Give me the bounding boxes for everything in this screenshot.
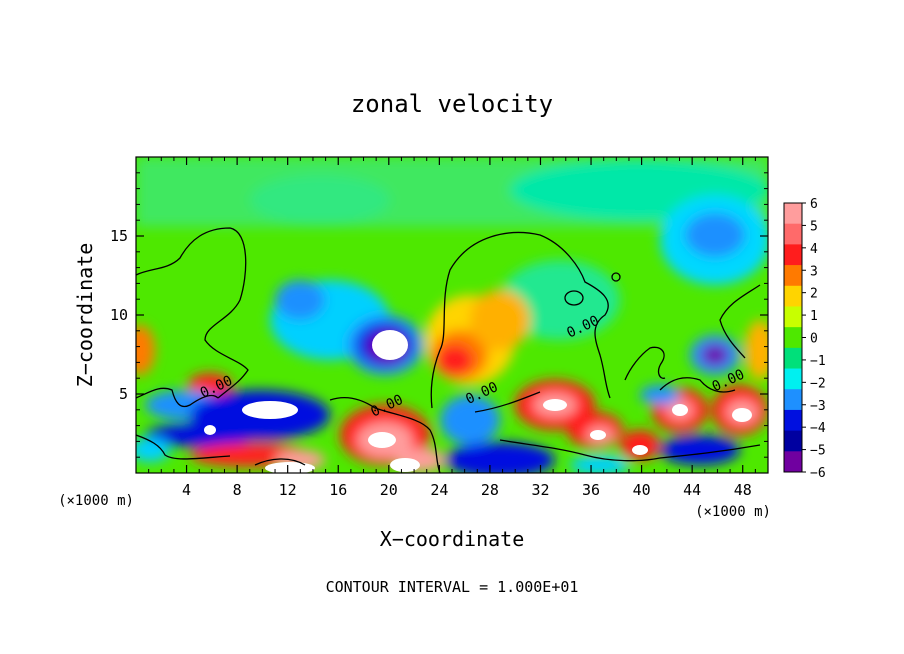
colorbar-label: −3: [810, 399, 826, 414]
x-tick-label: 28: [481, 481, 499, 499]
colorbar-label: 2: [810, 287, 818, 302]
colorbar-swatch: [784, 430, 802, 452]
colorbar: 6 5 4 3 2 1 0 −1 −2 −3 −4 −5 −6: [783, 197, 826, 481]
colorbar-label: 6: [810, 197, 818, 212]
colorbar-label: 3: [810, 264, 818, 279]
x-tick-label: 36: [582, 481, 600, 499]
x-tick-label: 4: [182, 481, 191, 499]
y-tick-label: 5: [119, 385, 128, 403]
colorbar-swatch: [784, 306, 802, 328]
colorbar-swatch: [784, 265, 802, 287]
x-axis: 4 8 12 16 20 24 28 32 36 40 44 48: [148, 157, 756, 499]
x-tick-label: 44: [683, 481, 701, 499]
y-axis-label: Z−coordinate: [73, 243, 97, 388]
colorbar-swatch: [784, 368, 802, 390]
colorbar-label: −4: [810, 421, 826, 436]
x-tick-label: 48: [734, 481, 752, 499]
x-tick-label: 12: [279, 481, 297, 499]
colorbar-swatch: [784, 244, 802, 266]
x-unit-right: (×1000 m): [695, 504, 771, 520]
y-tick-label: 10: [110, 306, 128, 324]
x-tick-label: 20: [380, 481, 398, 499]
colorbar-label: 4: [810, 242, 818, 257]
colorbar-swatch: [784, 223, 802, 245]
contour-lines: [136, 227, 761, 473]
x-tick-label: 8: [233, 481, 242, 499]
colorbar-swatch: [784, 389, 802, 411]
colorbar-label: 5: [810, 219, 818, 234]
x-tick-label: 32: [531, 481, 549, 499]
colorbar-label: 1: [810, 309, 818, 324]
colorbar-label: 0: [810, 332, 818, 347]
colorbar-label: −5: [810, 444, 826, 459]
colorbar-label: −6: [810, 466, 826, 481]
colorbar-swatch: [784, 409, 802, 432]
x-tick-label: 16: [329, 481, 347, 499]
heatmap-field: [136, 157, 768, 473]
x-axis-label: X−coordinate: [380, 527, 525, 551]
colorbar-swatch: [784, 327, 802, 349]
x-tick-label: 40: [633, 481, 651, 499]
x-tick-label: 24: [430, 481, 448, 499]
colorbar-label: −2: [810, 376, 826, 391]
saturated-spots: [204, 330, 752, 473]
contour-interval-note: CONTOUR INTERVAL = 1.000E+01: [326, 578, 579, 596]
plot-area: 0.000.00 0.000.000.00: [136, 157, 768, 473]
chart-title: zonal velocity: [351, 90, 553, 118]
x-unit-left: (×1000 m): [58, 493, 134, 509]
colorbar-swatch: [784, 451, 802, 473]
colorbar-swatch: [784, 203, 802, 225]
y-axis: 5 10 15: [110, 172, 768, 458]
y-tick-label: 15: [110, 227, 128, 245]
colorbar-swatch: [784, 347, 802, 370]
colorbar-label: −1: [810, 354, 826, 369]
colorbar-swatch: [784, 285, 802, 307]
